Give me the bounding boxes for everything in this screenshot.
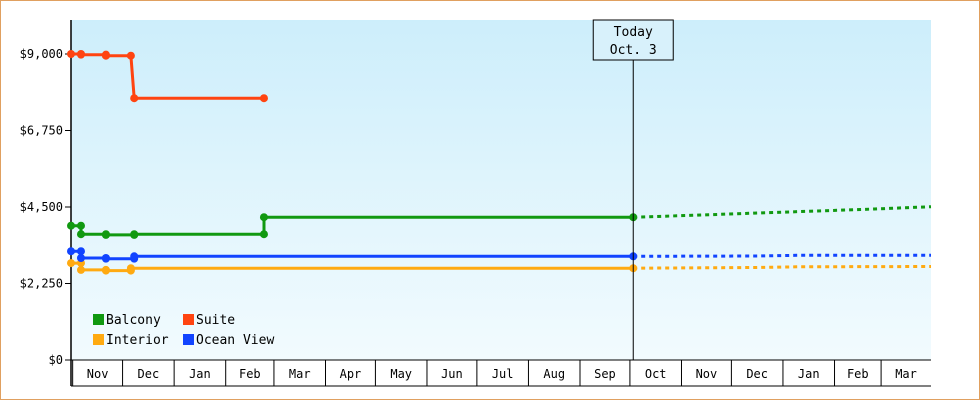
x-tick-label: Jun [441, 367, 463, 381]
data-point-ocean-view [76, 247, 85, 256]
data-point-ocean-view [101, 254, 110, 263]
y-tick-label: $6,750 [20, 124, 63, 138]
data-point-interior [101, 266, 110, 275]
x-tick-label: Nov [696, 367, 718, 381]
legend-label-balcony: Balcony [106, 313, 161, 328]
data-point-ocean-view [67, 247, 75, 256]
data-point-balcony [259, 230, 268, 239]
data-point-balcony [101, 230, 110, 239]
data-point-suite [67, 50, 75, 58]
x-tick-label: Jul [492, 367, 514, 381]
legend-label-ocean-view: Ocean View [196, 333, 274, 348]
x-tick-label: Dec [138, 367, 160, 381]
data-point-ocean-view [130, 252, 139, 261]
legend-swatch-suite [183, 314, 194, 325]
plot-background [71, 20, 931, 360]
data-point-balcony [76, 221, 85, 230]
x-tick-label: May [390, 367, 412, 381]
legend-swatch-interior [93, 334, 104, 345]
data-point-suite [126, 51, 135, 60]
data-point-balcony [130, 230, 139, 239]
x-tick-label: Feb [239, 367, 261, 381]
x-tick-label: Feb [847, 367, 869, 381]
today-date-label: Oct. 3 [610, 43, 657, 58]
y-tick-label: $2,250 [20, 277, 63, 291]
data-point-ocean-view [76, 254, 85, 262]
y-tick-label: $4,500 [20, 200, 63, 214]
legend-label-interior: Interior [106, 333, 169, 348]
data-point-suite [259, 94, 268, 103]
data-point-suite [76, 50, 85, 59]
data-point-interior [76, 265, 85, 274]
x-tick-label: Nov [87, 367, 109, 381]
today-label-box [592, 19, 674, 61]
legend-label-suite: Suite [196, 313, 235, 328]
x-tick-label: Dec [746, 367, 768, 381]
legend-swatch-balcony [93, 314, 104, 325]
series-line-balcony [71, 215, 634, 237]
x-tick-label: Jan [798, 367, 820, 381]
data-point-balcony [76, 230, 85, 239]
data-point-balcony [259, 213, 268, 222]
x-tick-label: Mar [895, 367, 917, 381]
x-tick-label: Mar [289, 367, 311, 381]
today-label: Today [614, 25, 653, 40]
x-tick-label: Sep [594, 367, 616, 381]
x-tick-label: Jan [189, 367, 211, 381]
data-point-balcony [67, 221, 75, 230]
legend-swatch-ocean-view [183, 334, 194, 345]
series-forecast-balcony [633, 205, 932, 219]
x-tick-label: Aug [543, 367, 565, 381]
data-point-suite [130, 94, 139, 103]
x-tick-label: Oct [645, 367, 667, 381]
data-point-interior [67, 259, 75, 268]
x-tick-label: Apr [340, 367, 362, 381]
y-tick-label: $9,000 [20, 47, 63, 61]
data-point-suite [101, 51, 110, 60]
data-point-interior [126, 264, 135, 273]
y-tick-label: $0 [49, 353, 63, 367]
